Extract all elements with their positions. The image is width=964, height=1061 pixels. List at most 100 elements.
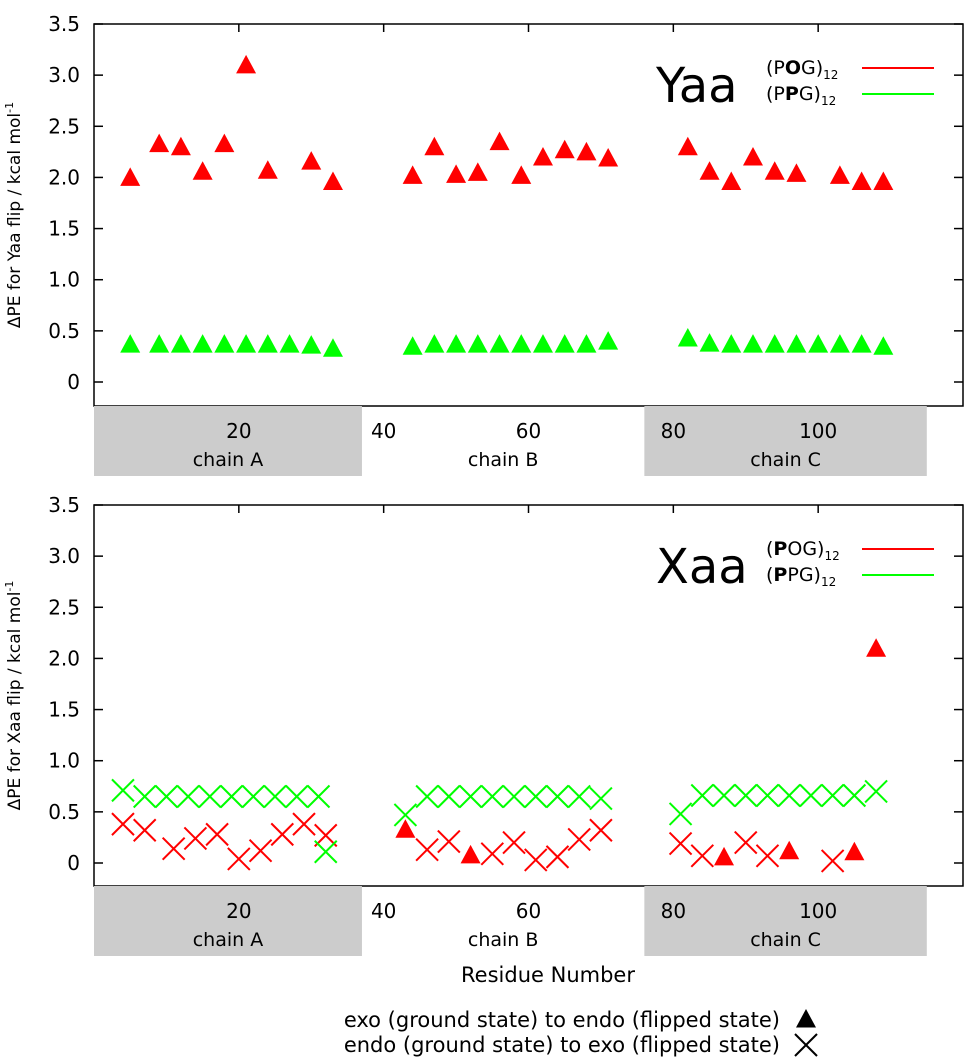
data-point-triangle (786, 334, 807, 353)
data-point-cross (285, 784, 309, 809)
data-point-triangle (489, 131, 510, 151)
y-tick-label: 1.5 (48, 698, 80, 722)
chain-label: chain A (193, 449, 264, 471)
data-point-cross (668, 802, 693, 826)
cross-stroke (777, 783, 801, 808)
data-point-triangle (395, 819, 416, 838)
yaa-panel: chain A chain B chain C 20 40 60 80 100 0 0.5 1.0 1… (3, 12, 964, 476)
data-point-triangle (192, 334, 213, 353)
cross-stroke (176, 784, 200, 809)
data-point-triangle (214, 133, 235, 153)
cross-stroke (545, 845, 570, 869)
data-point-cross (668, 831, 693, 856)
data-point-cross (132, 818, 157, 842)
chain-band (94, 886, 362, 956)
y-tick-label: 0.5 (48, 319, 80, 343)
cross-stroke (314, 840, 338, 864)
cross-stroke (285, 784, 309, 809)
data-point-triangle (460, 844, 481, 864)
data-point-cross (799, 783, 823, 808)
data-point-cross (690, 783, 715, 808)
cross-stroke (524, 848, 548, 872)
cross-stroke (306, 784, 331, 809)
y-tick-label: 2.0 (48, 646, 80, 670)
data-point-triangle (532, 146, 553, 166)
data-point-triangle (257, 160, 278, 179)
data-point-cross (248, 839, 273, 863)
legend-entry-label: (POG)12 (766, 57, 838, 82)
chain-label: chain B (468, 929, 539, 951)
panel-tag: Xaa (656, 539, 748, 595)
cross-stroke (227, 847, 251, 871)
cross-stroke (502, 784, 526, 809)
data-point-triangle (170, 334, 191, 353)
data-point-triangle (714, 846, 735, 866)
y-tick-label: 3.0 (48, 63, 80, 87)
data-point-cross (524, 848, 548, 872)
cross-stroke (393, 803, 418, 827)
data-point-cross (545, 845, 570, 869)
data-point-triangle (851, 334, 872, 353)
data-point-triangle (779, 840, 800, 860)
cross-stroke (183, 826, 208, 851)
data-point-triangle (301, 151, 322, 170)
cross-stroke (755, 844, 780, 868)
y-axis-title: ΔPE for Yaa flip / kcal mol-1 (3, 102, 25, 328)
chain-label: chain B (468, 449, 539, 471)
cross-stroke (712, 783, 736, 808)
data-point-triangle (301, 335, 322, 354)
data-point-cross (842, 783, 867, 808)
data-point-cross (263, 784, 287, 809)
data-point-triangle (721, 334, 742, 353)
cross-stroke (690, 844, 715, 868)
data-point-cross (458, 784, 483, 809)
data-point-cross (437, 829, 461, 854)
cross-stroke (589, 818, 613, 842)
marker-legend-cross (794, 1033, 818, 1057)
x-tick-label: 20 (226, 419, 251, 443)
data-point-triangle (699, 333, 720, 352)
data-point-triangle (699, 161, 720, 180)
cross-stroke (437, 784, 461, 809)
data-point-cross (393, 803, 418, 827)
data-point-cross (589, 818, 613, 842)
y-tick-label: 3.5 (48, 493, 80, 517)
cross-stroke (820, 849, 845, 873)
cross-stroke (734, 783, 758, 808)
data-point-triangle (866, 638, 887, 657)
data-point-triangle (532, 334, 553, 353)
data-point-cross (524, 784, 548, 809)
y-tick-label: 2.5 (48, 114, 80, 138)
data-point-triangle (511, 165, 532, 184)
data-point-cross (437, 784, 461, 809)
data-point-triangle (844, 841, 865, 861)
data-point-triangle (322, 338, 343, 357)
data-point-triangle (786, 163, 807, 182)
cross-stroke (820, 783, 845, 808)
data-point-triangle (402, 165, 423, 184)
data-point-triangle (598, 331, 619, 350)
y-tick-label: 0 (67, 370, 80, 394)
data-point-cross (480, 784, 504, 809)
legend-entry-label: (POG)12 (766, 538, 840, 563)
data-point-triangle (322, 171, 343, 191)
data-point-cross (198, 784, 222, 809)
data-point-triangle (236, 334, 257, 353)
cross-stroke (589, 786, 613, 811)
data-point-cross (567, 784, 591, 809)
cross-stroke (219, 784, 244, 809)
y-tick-label: 0.5 (48, 800, 80, 824)
data-point-triangle (467, 162, 488, 181)
x-tick-label: 60 (516, 899, 541, 923)
cross-stroke (755, 783, 780, 808)
data-point-cross (712, 783, 736, 808)
cross-stroke (524, 784, 548, 809)
data-point-triangle (764, 161, 785, 180)
data-point-triangle (402, 336, 423, 355)
cross-stroke (241, 784, 266, 809)
cross-stroke (314, 823, 338, 848)
y-tick-label: 1.0 (48, 749, 80, 773)
cross-stroke (154, 784, 179, 809)
y-axis-title: ΔPE for Xaa flip / kcal mol-1 (3, 581, 25, 811)
